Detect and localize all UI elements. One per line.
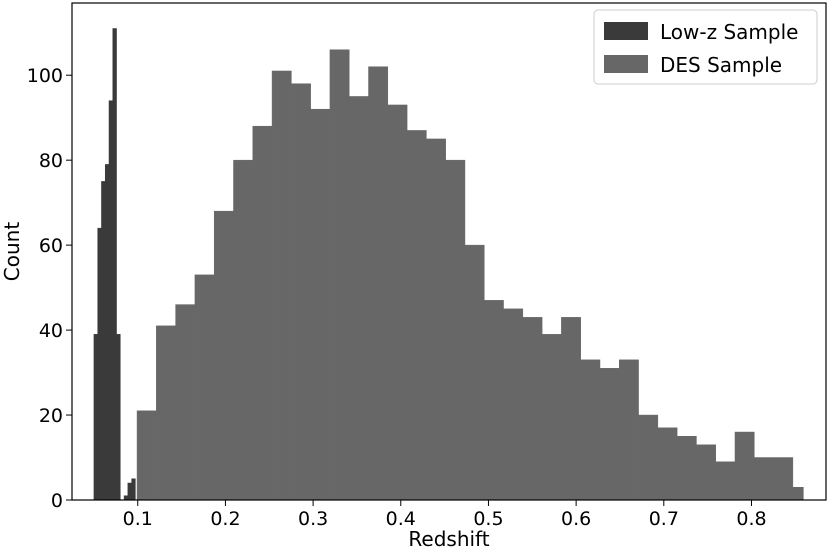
x-tick-label: 0.3	[298, 508, 328, 530]
des-sample-legend-label: DES Sample	[660, 53, 782, 77]
low-z-sample-bar	[127, 482, 132, 501]
low-z-sample-legend-label: Low-z Sample	[660, 20, 798, 44]
low-z-sample-bar	[101, 181, 106, 501]
des-sample-bar	[580, 359, 601, 501]
des-sample-bar	[156, 325, 176, 501]
des-sample-bar	[773, 457, 794, 501]
y-tick-label: 20	[39, 405, 63, 427]
des-sample-bar	[715, 461, 736, 501]
des-sample-bar	[464, 244, 485, 501]
des-sample-bar	[696, 444, 716, 501]
low-z-sample-bar	[104, 164, 110, 501]
y-tick-label: 0	[51, 490, 63, 512]
y-axis-ticks: 0 20 40 60 80 100	[27, 65, 72, 512]
x-tick-label: 0.6	[561, 508, 591, 530]
des-sample-bar	[310, 108, 331, 501]
des-sample-legend-swatch	[604, 55, 648, 73]
legend-box	[593, 9, 818, 85]
x-tick-label: 0.5	[473, 508, 503, 530]
low-z-sample-bar	[131, 478, 136, 501]
des-sample-bar	[233, 159, 254, 501]
des-sample-bar	[175, 304, 196, 501]
x-tick-label: 0.7	[649, 508, 679, 530]
y-axis-label: Count	[0, 222, 24, 282]
des-sample-bar	[503, 308, 524, 501]
des-sample-bar	[136, 410, 157, 501]
des-sample-bar	[676, 436, 697, 501]
y-tick-label: 60	[39, 235, 63, 257]
des-sample-bar	[252, 125, 273, 501]
low-z-sample-bar	[116, 334, 121, 501]
des-sample-bar	[619, 359, 639, 501]
des-sample-bar	[561, 317, 581, 501]
des-sample-bar	[329, 49, 350, 501]
des-sample-bar	[734, 431, 755, 501]
y-tick-label: 80	[39, 150, 63, 172]
des-sample-bar	[657, 427, 678, 501]
des-sample-bar	[348, 96, 369, 501]
des-sample-bar	[792, 487, 804, 501]
low-z-sample-bar	[123, 495, 129, 501]
x-tick-label: 0.2	[210, 508, 240, 530]
x-axis-label: Redshift	[408, 527, 489, 551]
x-tick-label: 0.8	[736, 508, 766, 530]
des-sample-bar	[291, 83, 311, 501]
x-tick-label: 0.1	[123, 508, 153, 530]
x-axis-ticks: 0.1 0.2 0.3 0.4 0.5 0.6 0.7 0.8	[123, 500, 767, 530]
des-sample-bar	[387, 104, 408, 501]
des-sample-bar	[271, 70, 292, 501]
des-sample-bar	[368, 66, 389, 501]
low-z-sample-bar	[97, 227, 102, 501]
y-tick-label: 100	[27, 65, 63, 87]
plot-frame	[71, 2, 827, 501]
des-sample-bar	[754, 457, 774, 501]
des-sample-bar	[213, 210, 234, 501]
low-z-sample-bar	[108, 100, 114, 501]
des-sample-bar	[522, 317, 543, 501]
des-sample-bar	[426, 138, 446, 501]
des-sample-bar	[638, 414, 659, 501]
des-sample-bar	[483, 300, 504, 501]
legend: Low-z Sample DES Sample	[593, 9, 818, 85]
low-z-sample-legend-swatch	[604, 22, 648, 40]
bars-layer	[93, 28, 804, 501]
low-z-sample-bar	[93, 334, 98, 501]
y-tick-label: 40	[39, 320, 63, 342]
low-z-sample-bar	[112, 28, 117, 501]
des-sample-bar	[406, 130, 427, 501]
des-sample-bar	[541, 334, 562, 501]
des-sample-bar	[599, 368, 620, 501]
des-sample-bar	[194, 274, 215, 501]
x-tick-label: 0.4	[386, 508, 416, 530]
des-sample-bar	[445, 159, 466, 501]
